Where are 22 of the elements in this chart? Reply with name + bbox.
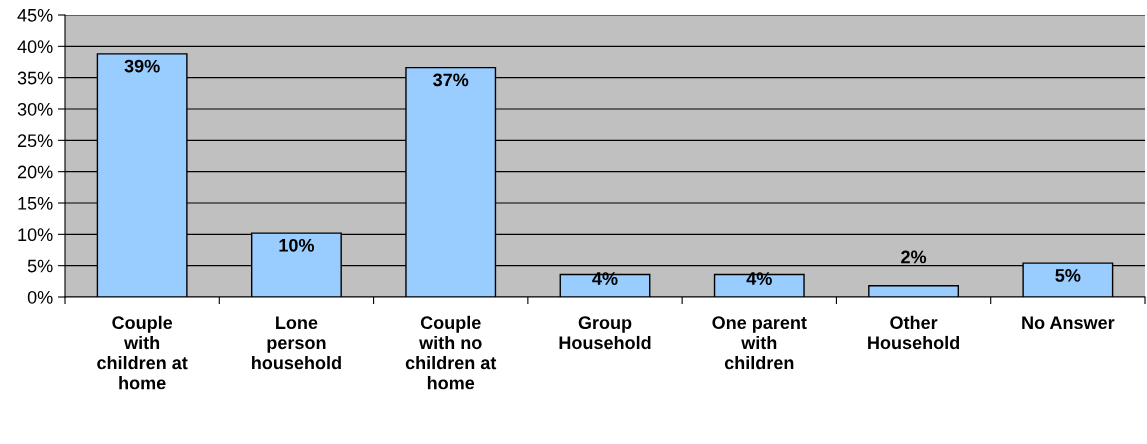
- x-tick-label: Lone person household: [252, 316, 341, 370]
- data-label: 39%: [124, 59, 160, 73]
- y-tick-label: 5%: [27, 259, 53, 273]
- data-label: 10%: [279, 238, 315, 252]
- x-tick-label: Couple with no children at home: [405, 315, 497, 390]
- x-tick-label: Group Household: [559, 316, 651, 350]
- y-tick-label: 40%: [17, 40, 53, 54]
- data-label: 37%: [433, 73, 469, 87]
- data-label: 5%: [1055, 269, 1081, 282]
- y-tick-label: 30%: [17, 102, 53, 116]
- y-tick-label: 0%: [27, 290, 53, 304]
- x-tick-label: Couple with children at home: [97, 315, 188, 390]
- y-tick-label: 15%: [18, 197, 53, 210]
- y-tick-label: 20%: [17, 165, 53, 179]
- y-tick-label: 45%: [17, 9, 53, 22]
- y-tick-label: 10%: [18, 228, 53, 242]
- x-tick-label: No Answer: [1022, 316, 1115, 330]
- data-label: 2%: [901, 250, 927, 264]
- y-tick-label: 35%: [17, 71, 53, 85]
- x-tick-label: Other Household: [868, 315, 960, 350]
- x-tick-label: One parent with children: [712, 316, 807, 370]
- y-tick-label: 25%: [17, 134, 53, 148]
